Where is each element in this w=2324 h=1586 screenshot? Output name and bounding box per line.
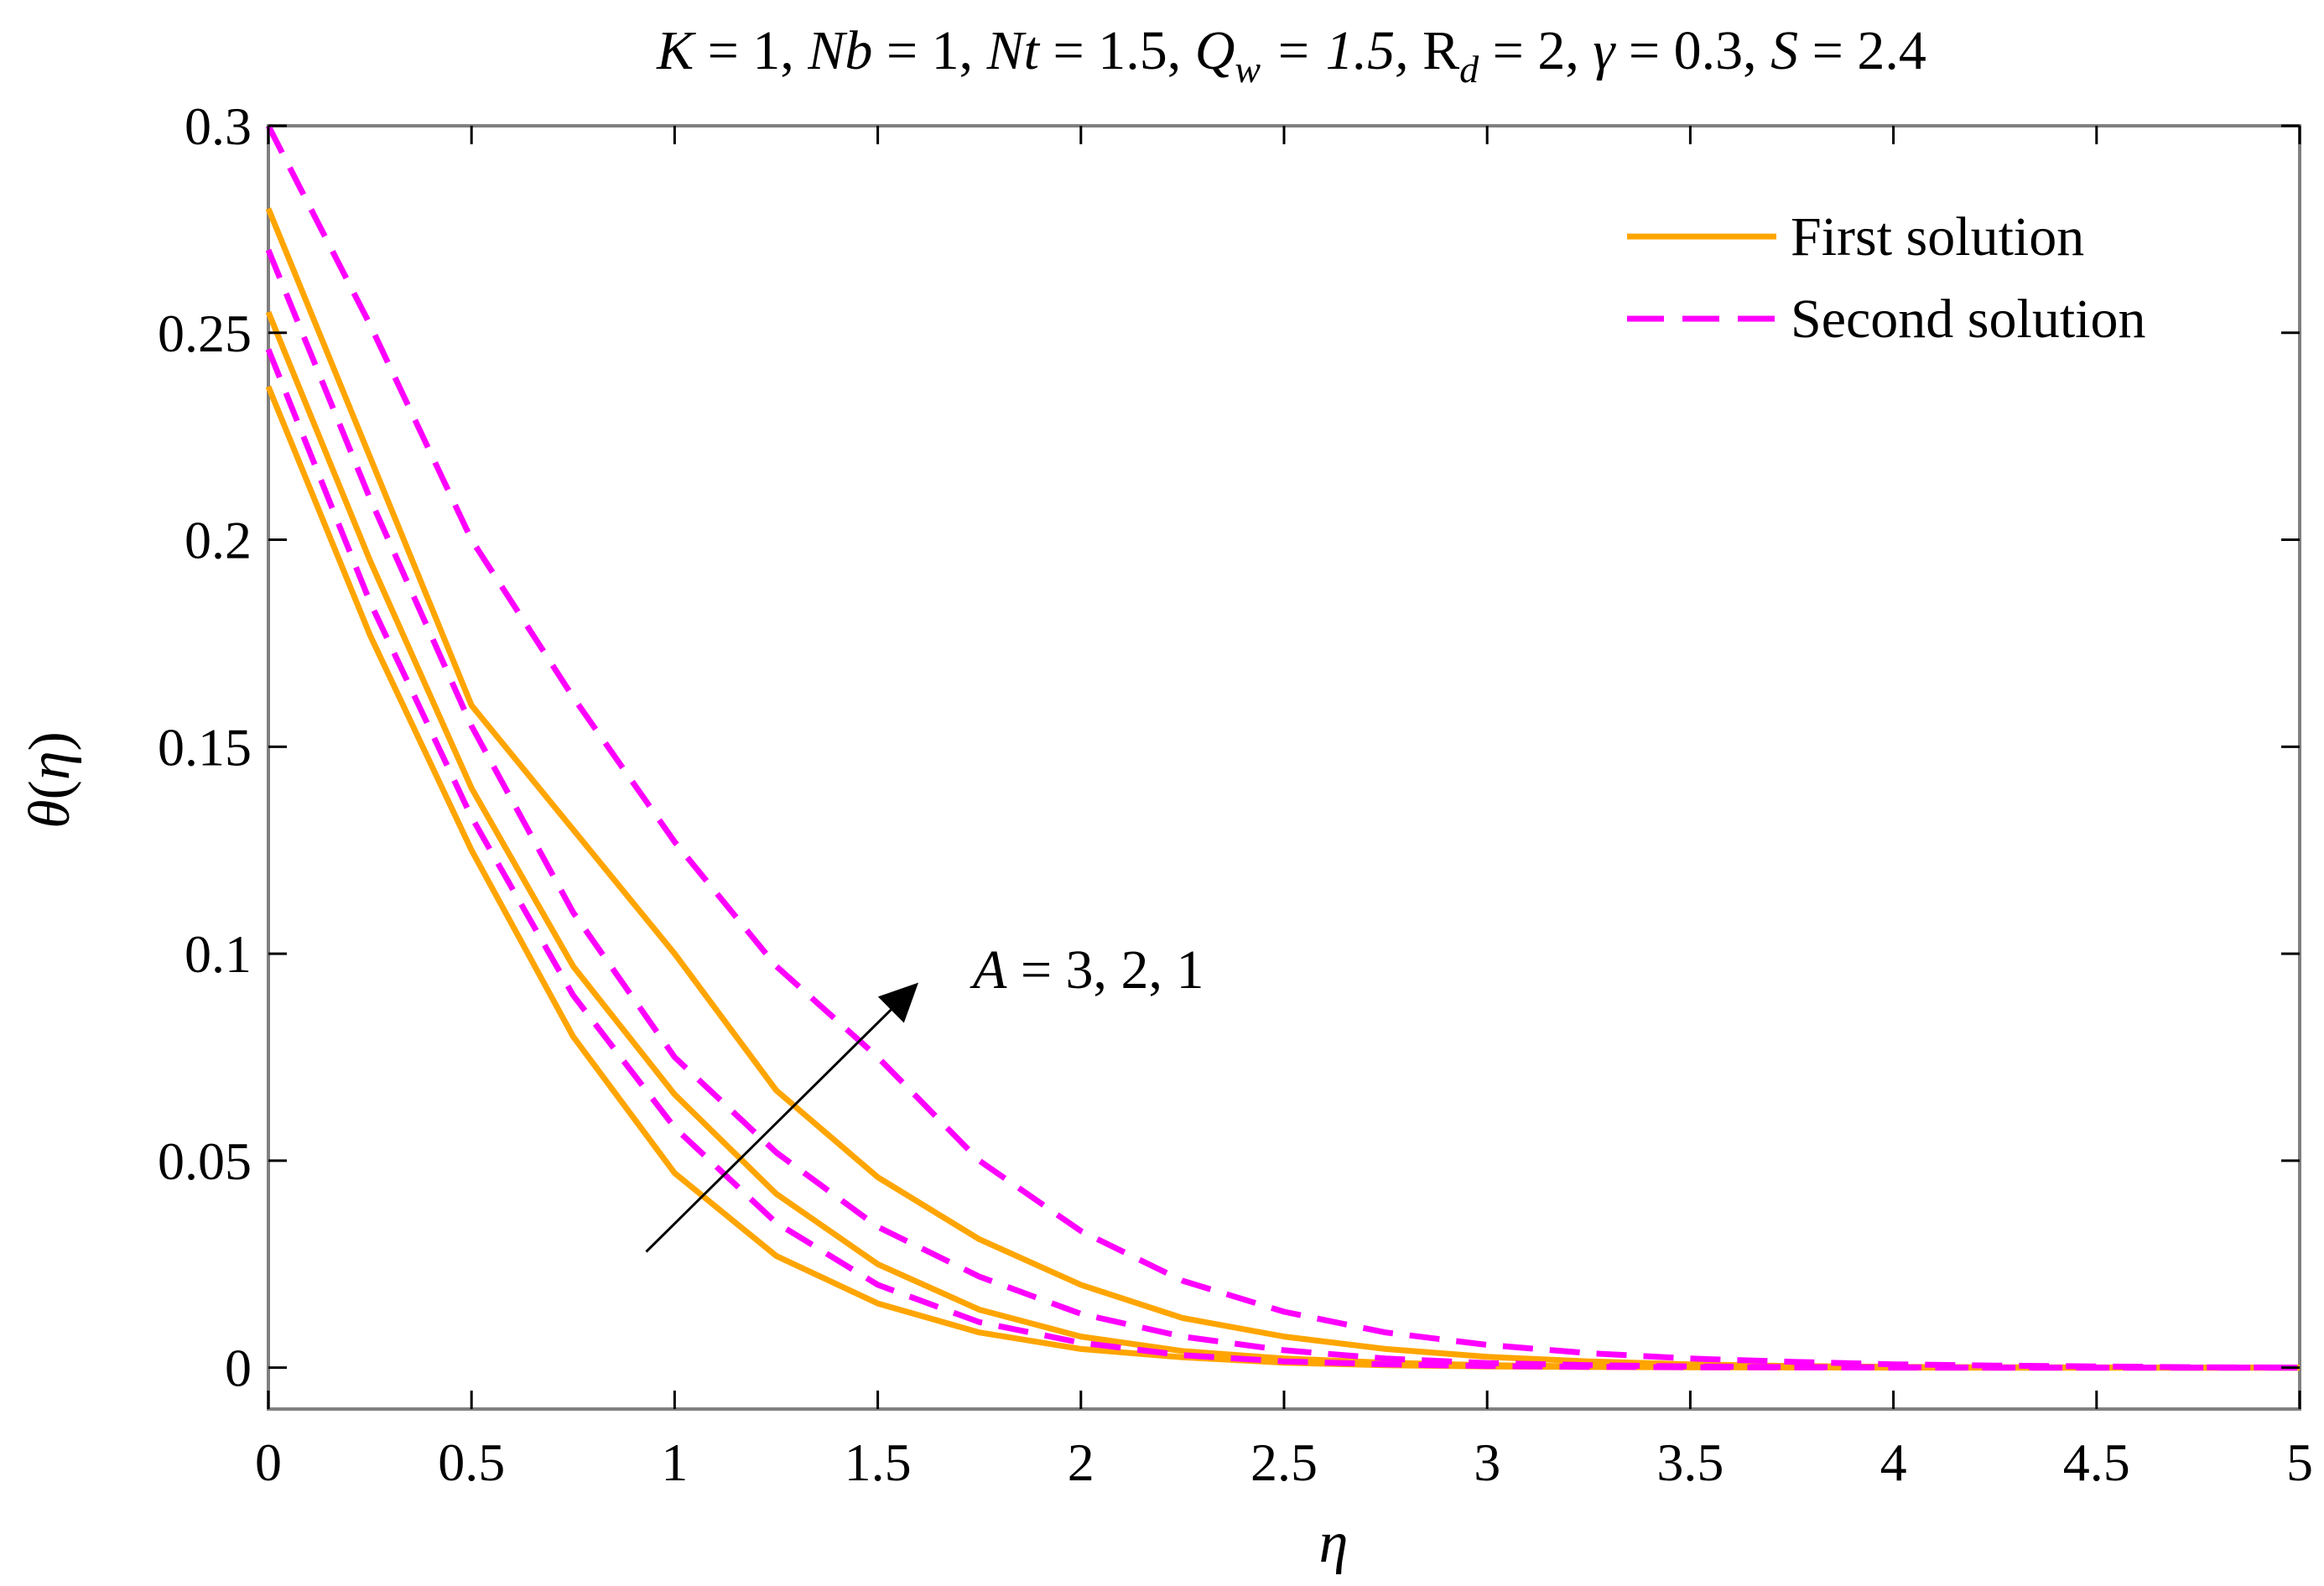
y-tick-label: 0.1 [185, 924, 252, 984]
y-label-part: ( [18, 780, 82, 799]
legend-label: Second solution [1791, 289, 2146, 350]
title-part: = 0.3, [1614, 20, 1770, 81]
y-tick-label: 0 [225, 1339, 252, 1398]
axis-ticks [267, 124, 2301, 1409]
annotation: A = 3, 2, 1 [645, 939, 1204, 1253]
annotation-arrowhead [877, 982, 919, 1023]
title-part: = 2.4 [1798, 20, 1926, 81]
y-axis-label: θ(η) [18, 731, 82, 829]
title-part: Nb [807, 20, 872, 81]
y-label-part: ) [18, 731, 82, 751]
title-part: R [1422, 20, 1459, 81]
x-axis-label: η [1319, 1511, 1349, 1575]
y-tick-label: 0.2 [185, 511, 252, 570]
y-label-part: θ [18, 799, 82, 828]
second-solution-line-A1 [265, 124, 2301, 1371]
second-solution-line-A2 [265, 248, 2300, 1371]
title-part: = 1.5, [1039, 20, 1195, 81]
x-tick-label: 4 [1880, 1433, 1907, 1492]
annotation-part: A [970, 939, 1007, 1001]
chart-title: K = 1, Nb = 1, Nt = 1.5, Qw = 1.5, Rd = … [656, 20, 1926, 91]
y-tick-label: 0.3 [185, 96, 252, 156]
y-label-part: η [18, 751, 82, 780]
title-part: = 1, [694, 20, 808, 81]
x-tick-label: 3 [1474, 1433, 1500, 1492]
x-tick-label: 2 [1068, 1433, 1094, 1492]
x-tick-label: 1.5 [845, 1433, 912, 1492]
y-tick-label: 0.15 [158, 717, 252, 777]
annotation-arrow [645, 1008, 892, 1253]
y-tick-label: 0.25 [158, 304, 252, 363]
title-part: = 2, [1479, 20, 1593, 81]
y-tick-label: 0.05 [158, 1131, 252, 1191]
x-tick-label: 4.5 [2063, 1433, 2130, 1492]
title-part: Nt [986, 20, 1041, 81]
title-part: Q [1195, 20, 1235, 81]
legend: First solution Second solution [1627, 206, 2146, 350]
title-part: K [656, 20, 696, 81]
x-tick-label: 0 [255, 1433, 282, 1492]
x-tick-label: 1 [661, 1433, 688, 1492]
title-part: S [1770, 20, 1798, 81]
x-tick-label: 0.5 [438, 1433, 505, 1492]
title-part: w [1235, 48, 1261, 91]
annotation-label: A = 3, 2, 1 [970, 939, 1204, 1001]
legend-label: First solution [1791, 206, 2084, 268]
y-tick-labels: 0 0.05 0.1 0.15 0.2 0.25 0.3 [158, 96, 252, 1398]
x-tick-label: 5 [2286, 1433, 2313, 1492]
x-tick-label: 3.5 [1656, 1433, 1724, 1492]
plot-frame [267, 124, 2301, 1411]
title-part: = 1.5, [1261, 20, 1422, 81]
title-part: = 1, [872, 20, 986, 81]
x-tick-labels: 0 0.5 1 1.5 2 2.5 3 3.5 4 4.5 5 [255, 1433, 2313, 1492]
title-part: d [1459, 48, 1479, 91]
plot-area [265, 124, 2301, 1411]
x-tick-label: 2.5 [1250, 1433, 1318, 1492]
title-part: γ [1593, 20, 1616, 81]
series-layer [265, 124, 2301, 1371]
annotation-part: = 3, 2, 1 [1006, 939, 1204, 1001]
